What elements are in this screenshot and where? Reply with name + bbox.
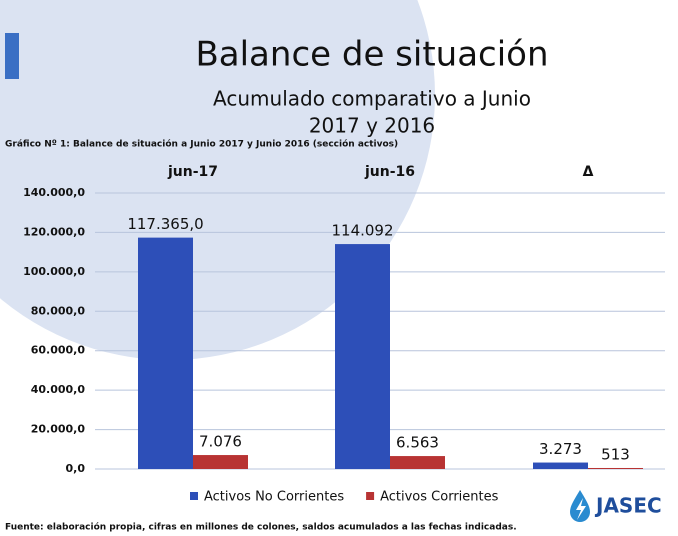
- y-tick-label: 140.000,0: [23, 186, 85, 199]
- value-label: 3.273: [539, 440, 582, 458]
- chart-title: Balance de situación: [195, 35, 548, 75]
- value-label: 114.092: [331, 222, 393, 240]
- bar: [533, 462, 588, 469]
- y-tick-label: 100.000,0: [23, 265, 85, 278]
- caption: Gráfico Nº 1: Balance de situación a Jun…: [5, 139, 398, 150]
- logo-bolt: [576, 498, 586, 520]
- bar: [588, 467, 643, 469]
- subtitle: 2017 y 2016: [309, 114, 435, 138]
- subtitle: Acumulado comparativo a Junio: [213, 87, 531, 111]
- legend-swatch: [366, 492, 375, 500]
- y-tick-label: 60.000,0: [31, 344, 86, 357]
- bar: [390, 456, 445, 469]
- value-label: 513: [601, 445, 630, 463]
- y-tick-label: 40.000,0: [31, 383, 86, 396]
- y-tick-label: 20.000,0: [31, 423, 86, 436]
- bar: [335, 244, 390, 469]
- accent-bar: [5, 33, 19, 79]
- category-label: Δ: [583, 164, 594, 180]
- bar: [193, 455, 248, 469]
- legend-label: Activos Corrientes: [380, 490, 499, 505]
- y-tick-label: 0,0: [66, 462, 86, 475]
- source: Fuente: elaboración propia, cifras en mi…: [5, 522, 517, 533]
- logo-text: JASEC: [594, 494, 662, 518]
- legend-label: Activos No Corrientes: [204, 490, 344, 505]
- y-tick-label: 120.000,0: [23, 225, 85, 238]
- y-tick-label: 80.000,0: [31, 304, 86, 317]
- category-label: jun-17: [167, 164, 218, 180]
- category-label: jun-16: [364, 164, 415, 180]
- legend-swatch: [190, 492, 198, 500]
- value-label: 7.076: [199, 433, 242, 451]
- background-shape: [0, 0, 435, 360]
- value-label: 117.365,0: [127, 215, 203, 233]
- bar: [138, 237, 193, 469]
- value-label: 6.563: [396, 434, 439, 452]
